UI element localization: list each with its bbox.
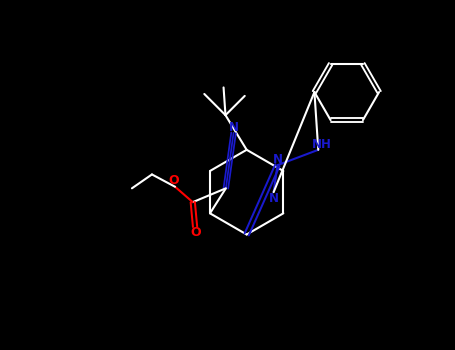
Text: N: N xyxy=(229,121,239,134)
Text: NH: NH xyxy=(311,138,331,151)
Text: N: N xyxy=(268,192,278,205)
Text: O: O xyxy=(191,226,201,239)
Text: N: N xyxy=(273,153,283,166)
Text: O: O xyxy=(168,174,179,187)
